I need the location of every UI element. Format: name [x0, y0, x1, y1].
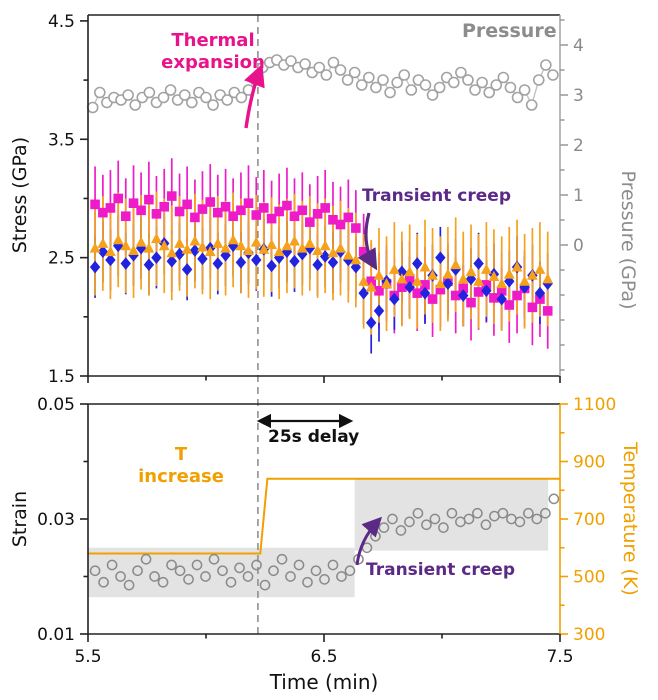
svg-text:900: 900 [573, 453, 605, 473]
stress-axis-title: Stress (GPa) [9, 136, 31, 254]
svg-text:5.5: 5.5 [74, 647, 101, 667]
svg-text:3: 3 [573, 86, 584, 106]
time-axis-title: Time (min) [269, 670, 379, 694]
svg-text:700: 700 [573, 510, 605, 530]
svg-text:1100: 1100 [573, 395, 616, 415]
svg-text:1: 1 [573, 186, 584, 206]
delay-label: 25s delay [268, 427, 360, 447]
svg-text:2.5: 2.5 [48, 249, 75, 269]
transient-creep-label-bottom: Transient creep [366, 560, 515, 580]
svg-text:0.05: 0.05 [37, 395, 75, 415]
t-increase-label: T increase [138, 444, 224, 487]
svg-text:7.5: 7.5 [546, 647, 573, 667]
svg-text:2: 2 [573, 136, 584, 156]
transient-creep-label-top: Transient creep [362, 186, 511, 206]
svg-text:500: 500 [573, 568, 605, 588]
svg-text:6.5: 6.5 [310, 647, 337, 667]
svg-text:3.5: 3.5 [48, 130, 75, 150]
pressure-series-label: Pressure [462, 20, 557, 42]
temperature-axis-title: Temperature (K) [619, 442, 641, 596]
svg-text:4: 4 [573, 36, 584, 56]
strain-axis-title: Strain [9, 490, 31, 548]
thermal-expansion-label: Thermal expansion [161, 30, 265, 73]
svg-text:1.5: 1.5 [48, 367, 75, 387]
pressure-axis-title: Pressure (GPa) [617, 170, 639, 310]
svg-text:0.01: 0.01 [37, 625, 75, 645]
svg-text:300: 300 [573, 625, 605, 645]
svg-text:4.5: 4.5 [48, 12, 75, 32]
svg-text:0: 0 [573, 236, 584, 256]
svg-text:0.03: 0.03 [37, 510, 75, 530]
